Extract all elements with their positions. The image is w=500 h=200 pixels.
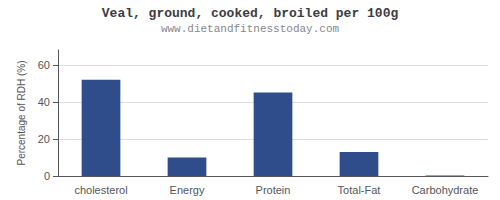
svg-text:Veal, ground, cooked, broiled: Veal, ground, cooked, broiled per 100g [102, 6, 399, 21]
svg-text:Total-Fat: Total-Fat [338, 184, 381, 196]
svg-text:Energy: Energy [170, 184, 205, 196]
svg-text:cholesterol: cholesterol [74, 184, 127, 196]
svg-text:0: 0 [44, 170, 50, 182]
svg-text:20: 20 [38, 133, 50, 145]
svg-text:Percentage of RDH (%): Percentage of RDH (%) [16, 60, 27, 165]
svg-text:www.dietandfitnesstoday.com: www.dietandfitnesstoday.com [161, 23, 340, 35]
svg-text:60: 60 [38, 59, 50, 71]
svg-text:Protein: Protein [256, 184, 291, 196]
svg-text:40: 40 [38, 96, 50, 108]
svg-text:Carbohydrate: Carbohydrate [412, 184, 479, 196]
